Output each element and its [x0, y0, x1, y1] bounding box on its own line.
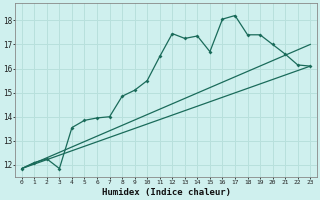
X-axis label: Humidex (Indice chaleur): Humidex (Indice chaleur)	[101, 188, 230, 197]
